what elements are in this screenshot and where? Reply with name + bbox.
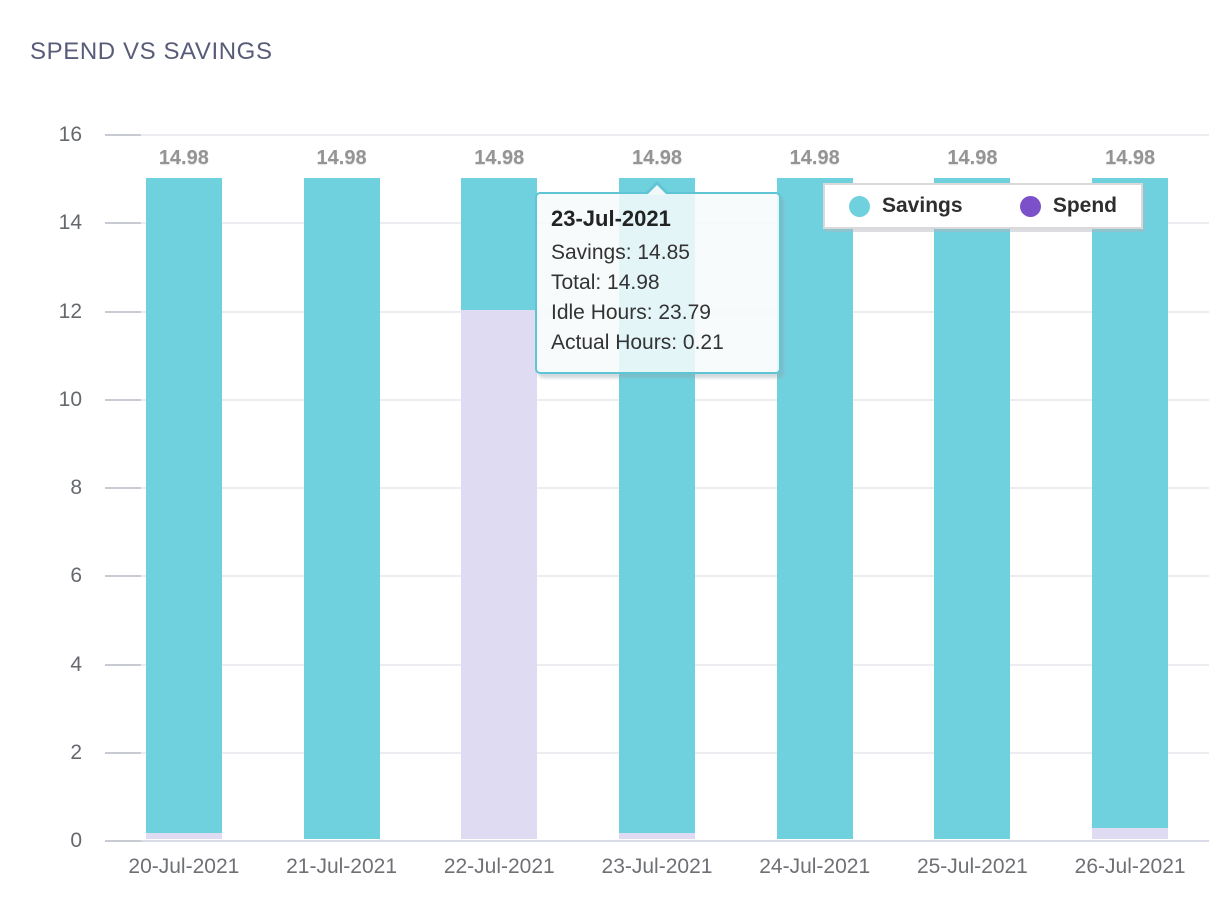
tooltip-line: Total: 14.98 xyxy=(551,271,660,294)
bar-segment-spend[interactable] xyxy=(145,833,222,839)
bar-total-label: 14.98 xyxy=(631,147,683,169)
bar-segment-savings[interactable] xyxy=(145,178,222,834)
x-tick-label: 22-Jul-2021 xyxy=(443,855,555,878)
bar-segment-savings[interactable] xyxy=(776,178,853,839)
tooltip-body: Savings: 14.85 Total: 14.98 Idle Hours: 23… xyxy=(551,238,765,358)
bar-total-label: 14.98 xyxy=(474,147,525,169)
bar-segment-savings[interactable] xyxy=(303,178,380,839)
gridline-y0 xyxy=(105,840,1209,842)
y-tick-label: 0 xyxy=(70,829,82,852)
legend-item-savings[interactable]: Savings xyxy=(849,194,963,218)
x-tick-label: 20-Jul-2021 xyxy=(128,855,240,878)
tooltip-line: Actual Hours: 0.21 xyxy=(551,331,724,354)
bar-21-Jul-2021[interactable] xyxy=(303,178,380,839)
bar-segment-spend[interactable] xyxy=(619,833,695,839)
legend-swatch-icon xyxy=(849,195,870,217)
x-tick-label: 24-Jul-2021 xyxy=(759,855,871,878)
bar-20-Jul-2021[interactable] xyxy=(145,178,222,839)
gridline-y16 xyxy=(105,134,1209,136)
y-tick-label: 6 xyxy=(70,564,82,588)
x-tick-label: 25-Jul-2021 xyxy=(916,855,1028,878)
bar-total-label: 14.98 xyxy=(789,147,840,169)
legend-label: Spend xyxy=(1052,194,1117,217)
y-tick-label: 12 xyxy=(58,299,82,323)
bar-segment-spend[interactable] xyxy=(1092,827,1169,839)
legend-item-spend[interactable]: Spend xyxy=(1019,194,1117,218)
tooltip-line: Idle Hours: 23.79 xyxy=(551,301,711,324)
y-axis-tick xyxy=(105,134,141,136)
legend: Savings Spend xyxy=(823,183,1143,229)
y-tick-label: 4 xyxy=(70,652,82,676)
plot-area: 14.98 14.98 14.98 14.98 14.98 14.98 14.98 xyxy=(105,134,1209,842)
bar-26-Jul-2021[interactable] xyxy=(1092,178,1169,839)
tooltip-line: Savings: 14.85 xyxy=(551,241,690,264)
y-axis-tick xyxy=(105,840,141,842)
tooltip-caret-fill xyxy=(647,185,667,195)
y-axis-tick xyxy=(105,487,141,489)
chart-title: SPEND VS SAVINGS xyxy=(30,38,273,65)
bar-total-label: 14.98 xyxy=(158,147,209,169)
y-tick-label: 16 xyxy=(58,123,82,146)
bar-segment-savings[interactable] xyxy=(934,178,1011,839)
bar-total-label: 14.98 xyxy=(947,147,998,169)
legend-label: Savings xyxy=(882,194,963,217)
bar-total-label: 14.98 xyxy=(316,147,367,169)
bar-segment-savings[interactable] xyxy=(1092,178,1169,828)
y-axis-tick xyxy=(105,310,141,313)
bar-22-Jul-2021[interactable] xyxy=(461,178,538,839)
bar-25-Jul-2021[interactable] xyxy=(934,178,1011,839)
bar-segment-spend[interactable] xyxy=(461,309,538,839)
tooltip: 23-Jul-2021 Savings: 14.85 Total: 14.98 Id… xyxy=(535,181,781,374)
y-axis-tick xyxy=(105,222,141,225)
y-axis-tick xyxy=(105,575,141,578)
x-tick-label: 23-Jul-2021 xyxy=(601,855,713,878)
tooltip-title: 23-Jul-2021 xyxy=(551,206,671,231)
y-tick-label: 8 xyxy=(70,476,82,499)
y-tick-label: 2 xyxy=(70,740,82,764)
bar-24-Jul-2021[interactable] xyxy=(776,178,853,839)
y-axis-tick xyxy=(105,663,141,666)
legend-swatch-icon xyxy=(1019,195,1041,217)
x-tick-label: 21-Jul-2021 xyxy=(286,855,397,878)
y-tick-label: 10 xyxy=(58,387,82,411)
y-axis-tick xyxy=(105,751,141,754)
x-tick-label: 26-Jul-2021 xyxy=(1074,855,1186,878)
bar-total-label: 14.98 xyxy=(1105,147,1156,169)
y-axis-tick xyxy=(105,398,141,401)
bar-segment-savings[interactable] xyxy=(461,178,538,310)
y-tick-label: 14 xyxy=(58,211,82,235)
